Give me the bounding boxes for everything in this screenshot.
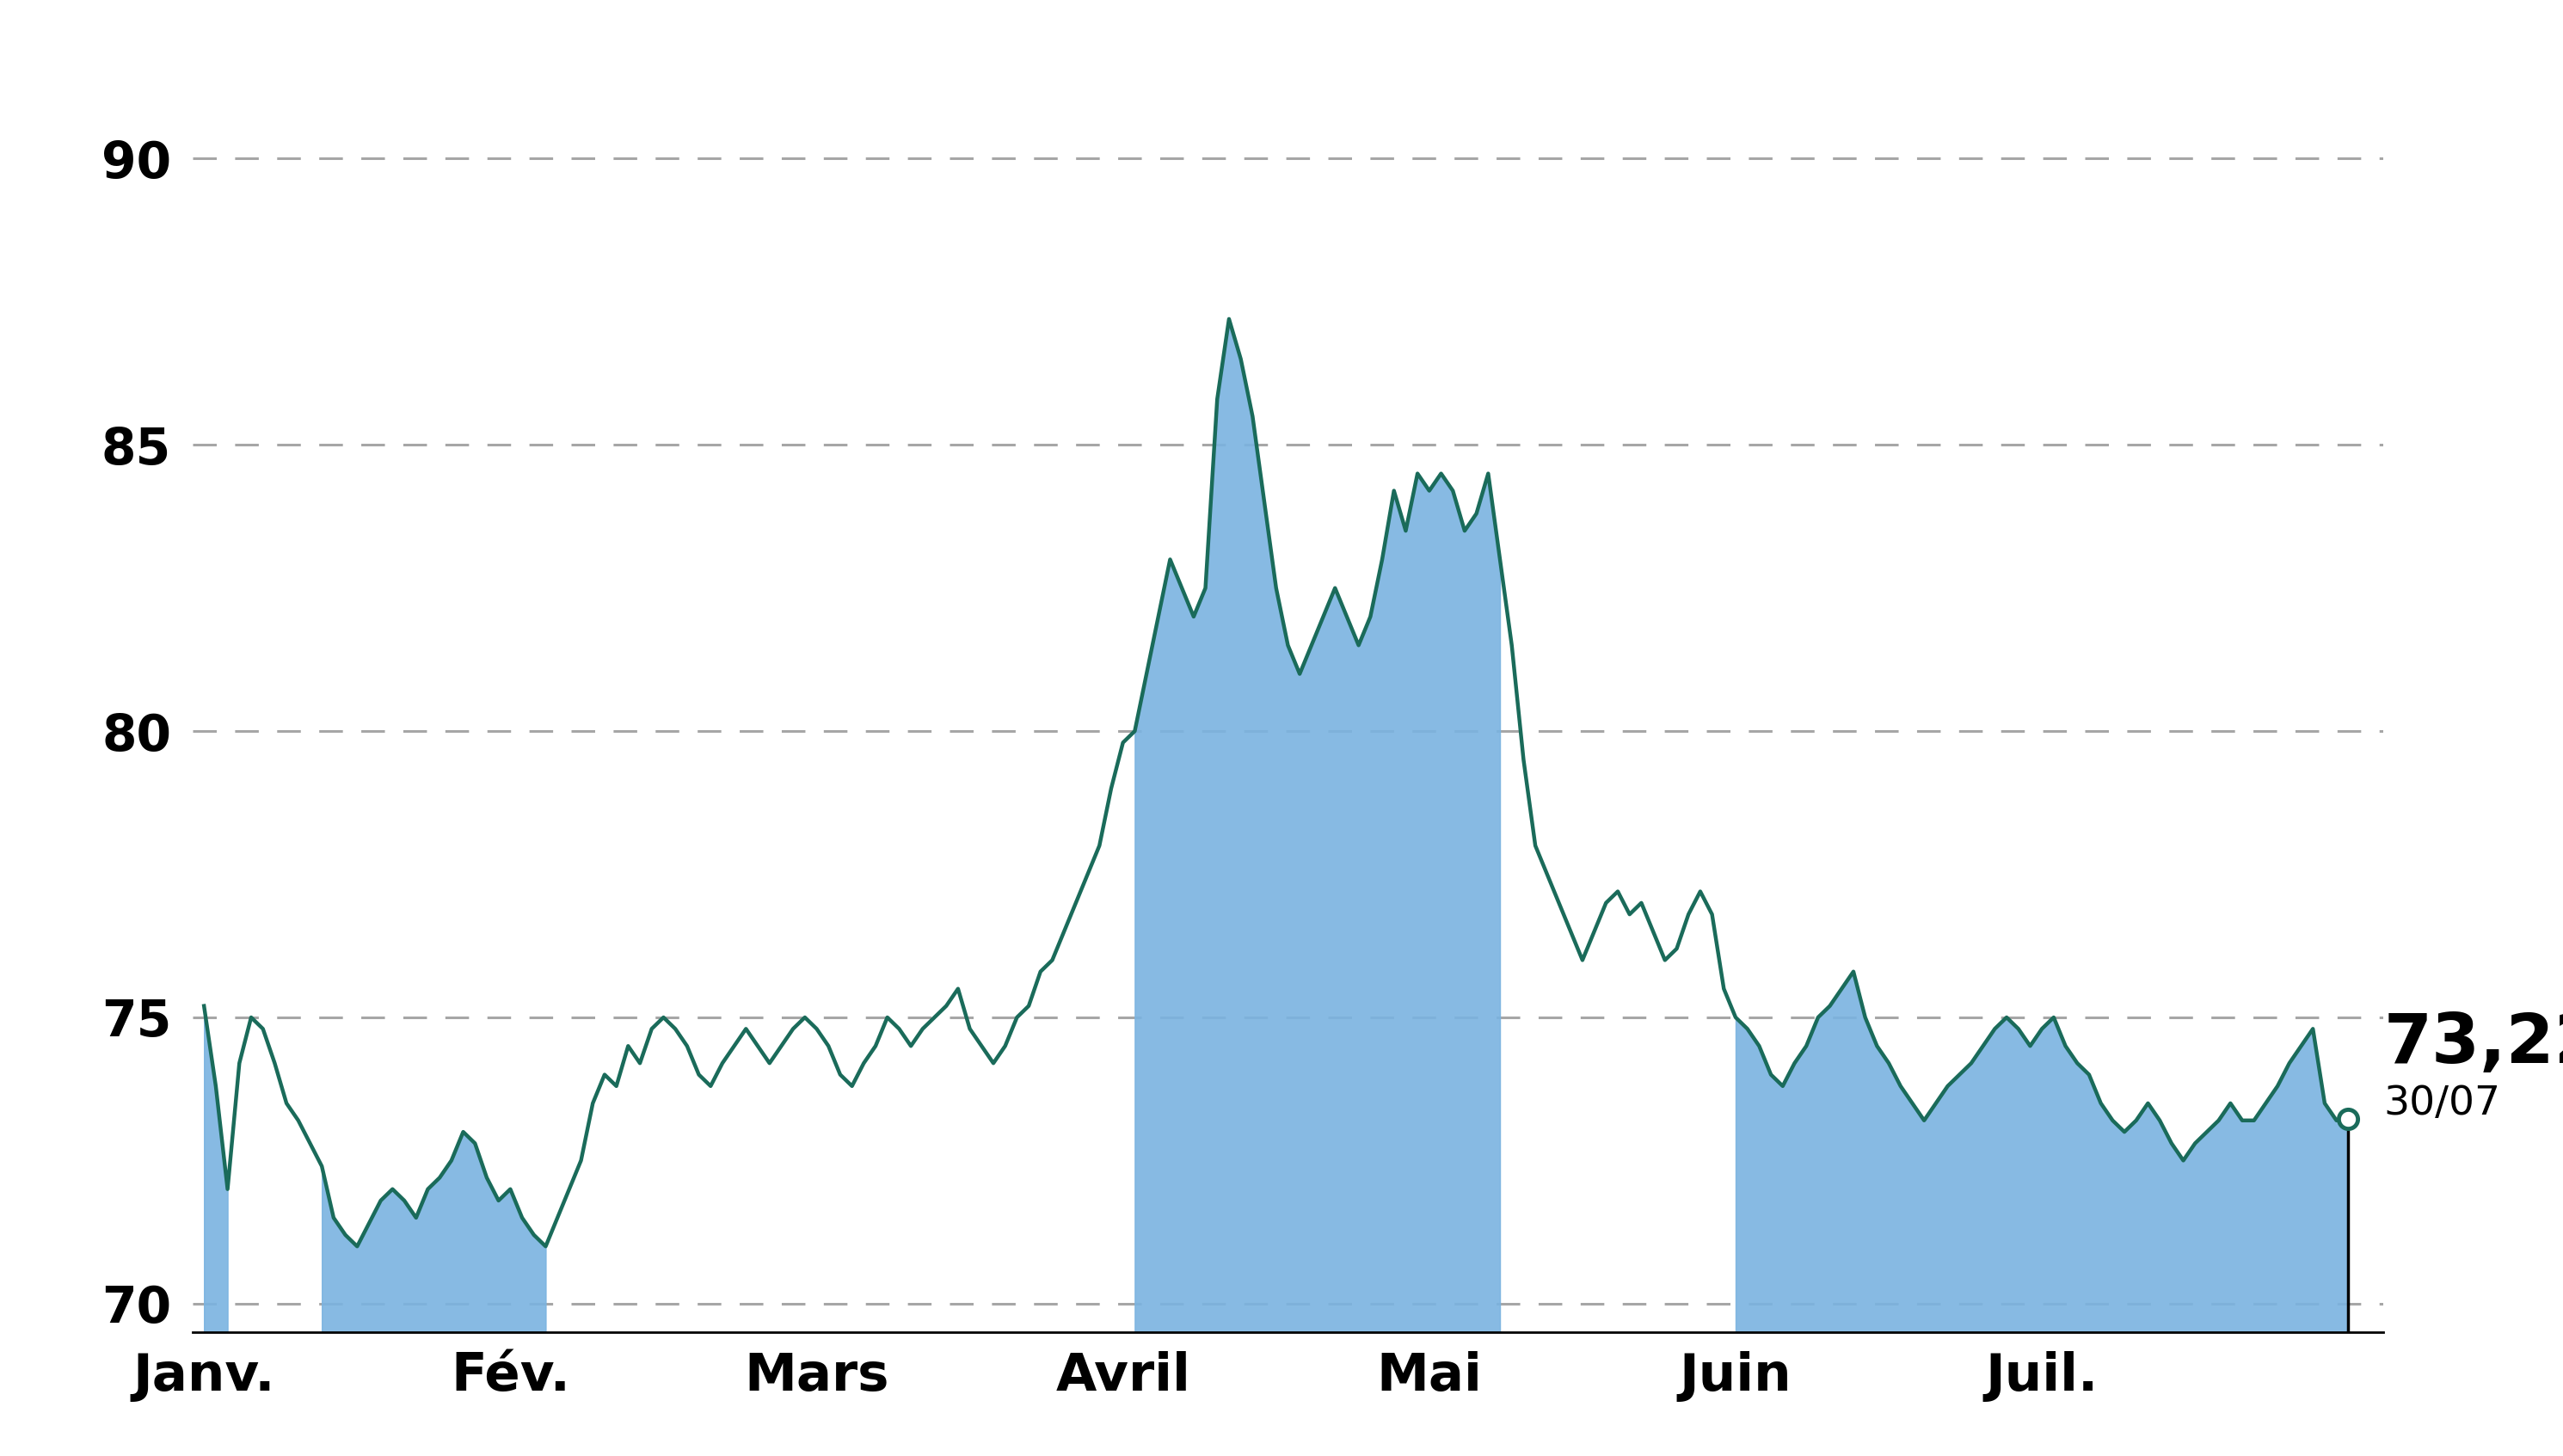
Text: CRCAM NORM.SEINE: CRCAM NORM.SEINE bbox=[720, 12, 1843, 108]
Text: 30/07: 30/07 bbox=[2384, 1085, 2501, 1124]
Text: 73,22: 73,22 bbox=[2384, 1010, 2563, 1077]
